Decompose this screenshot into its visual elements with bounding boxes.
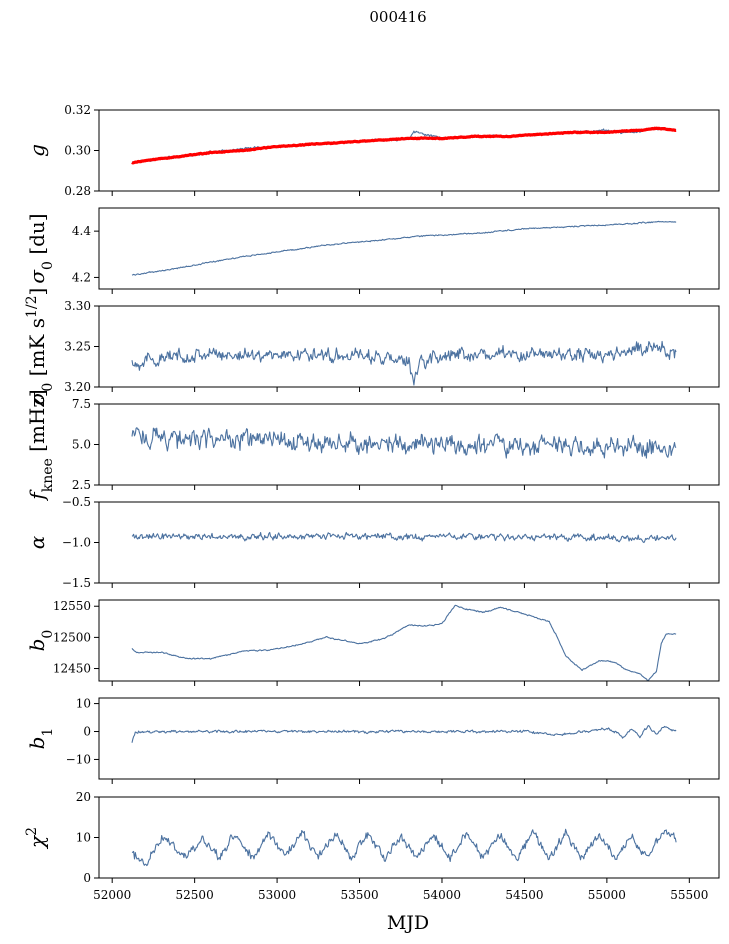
x-tick-label: 54500 <box>505 888 543 902</box>
axes-frame <box>98 697 720 780</box>
y-tick: −0.5 <box>62 495 99 509</box>
y-tick: −10 <box>66 752 99 766</box>
x-tick-label: 52500 <box>176 888 214 902</box>
y-tick: 20 <box>76 790 99 804</box>
x-tick-label: 52000 <box>93 888 131 902</box>
x-tick-label: 55000 <box>588 888 626 902</box>
y-tick-label: 0 <box>83 725 91 739</box>
panels: 0.32 0.30 0.28 g 4.4 4.2 σ0 [du] 3.30 3.25 3.20 σ0… <box>24 103 720 885</box>
axes-frame <box>98 599 720 682</box>
y-tick-label: 12500 <box>53 630 91 644</box>
y-tick-label: 7.5 <box>72 397 91 411</box>
x-axis: 52000 52500 53000 53500 54000 54500 55000 55500 <box>93 888 708 902</box>
x-tick-label: 54000 <box>423 888 461 902</box>
y-tick: 4.4 <box>72 224 99 238</box>
y-tick-label: 0.28 <box>64 184 91 198</box>
y-axis-label: b1 <box>25 728 56 750</box>
y-tick: 0.28 <box>64 184 99 198</box>
y-axis-label: g <box>25 144 49 157</box>
y-tick: 7.5 <box>72 397 99 411</box>
axes-frame <box>98 109 720 192</box>
x-axis-label: MJD <box>387 912 429 934</box>
axes-frame <box>98 796 720 879</box>
y-tick: 12500 <box>53 630 99 644</box>
y-tick-label: 12550 <box>53 599 91 613</box>
y-tick-label: 3.20 <box>64 380 91 394</box>
y-tick: 0 <box>83 871 99 885</box>
y-tick-label: 10 <box>76 697 91 711</box>
y-tick-label: 12450 <box>53 662 91 676</box>
y-axis-label: χ2 <box>24 827 49 850</box>
panel-alpha: −0.5 −1.0 −1.5 α <box>25 495 720 590</box>
y-tick: 4.2 <box>72 270 99 284</box>
y-tick-label: −1.0 <box>62 536 91 550</box>
panel-g: 0.32 0.30 0.28 g <box>25 103 720 198</box>
y-tick-label: −0.5 <box>62 495 91 509</box>
series-fknee <box>131 427 677 459</box>
y-axis-label: fknee [mHz] <box>25 389 56 501</box>
y-tick: 12450 <box>53 662 99 676</box>
y-tick: 12550 <box>53 599 99 613</box>
y-tick: −1.5 <box>62 576 99 590</box>
y-axis-label: σ0 [du] <box>25 213 56 283</box>
x-tick-label: 53000 <box>258 888 296 902</box>
y-axis-label: α <box>25 535 49 549</box>
y-tick: 3.30 <box>64 299 99 313</box>
y-tick-label: −10 <box>66 752 91 766</box>
y-tick-label: 2.5 <box>72 478 91 492</box>
panel-sigma0_mK: 3.30 3.25 3.20 σ0 [mK s1/2] <box>24 288 720 406</box>
axes-frame <box>98 403 720 486</box>
figure-title: 000416 <box>369 8 426 26</box>
y-tick-label: 10 <box>76 831 91 845</box>
y-tick-label: 3.25 <box>64 340 91 354</box>
y-axis-label: σ0 [mK s1/2] <box>24 288 56 406</box>
y-tick: −1.0 <box>62 536 99 550</box>
y-tick: 0.32 <box>64 103 99 117</box>
series-b0 <box>131 604 677 682</box>
y-tick: 2.5 <box>72 478 99 492</box>
axes-frame <box>98 207 720 290</box>
y-tick-label: −1.5 <box>62 576 91 590</box>
y-tick-label: 5.0 <box>72 438 91 452</box>
series-sigma0-mK <box>131 340 677 386</box>
series-chi2 <box>131 828 677 867</box>
y-tick: 0.30 <box>64 144 99 158</box>
axes-frame <box>98 501 720 584</box>
panel-sigma0: 4.4 4.2 σ0 [du] <box>25 207 720 294</box>
series-gain-model <box>131 126 677 165</box>
y-tick: 3.25 <box>64 340 99 354</box>
series-b1 <box>131 725 677 743</box>
y-tick: 10 <box>76 831 99 845</box>
y-tick: 10 <box>76 697 99 711</box>
panel-b1: 10 0 −10 b1 <box>25 697 720 784</box>
series-sigma0 <box>131 220 677 276</box>
y-tick-label: 0.30 <box>64 144 91 158</box>
y-tick-label: 4.2 <box>72 270 91 284</box>
x-tick-label: 55500 <box>670 888 708 902</box>
x-tick-label: 53500 <box>340 888 378 902</box>
series-alpha <box>131 531 677 544</box>
axes-frame <box>98 305 720 388</box>
y-tick-label: 3.30 <box>64 299 91 313</box>
y-tick-label: 20 <box>76 790 91 804</box>
y-axis-label: b0 <box>25 630 56 652</box>
y-tick: 5.0 <box>72 438 99 452</box>
panel-fknee: 7.5 5.0 2.5 fknee [mHz] <box>25 389 720 502</box>
y-tick-label: 0 <box>83 871 91 885</box>
y-tick: 0 <box>83 725 99 739</box>
panel-chi2: 20 10 0 χ2 <box>24 790 720 885</box>
y-tick-label: 0.32 <box>64 103 91 117</box>
y-tick: 3.20 <box>64 380 99 394</box>
y-tick-label: 4.4 <box>72 224 91 238</box>
panel-b0: 12550 12500 12450 b0 <box>25 599 720 686</box>
